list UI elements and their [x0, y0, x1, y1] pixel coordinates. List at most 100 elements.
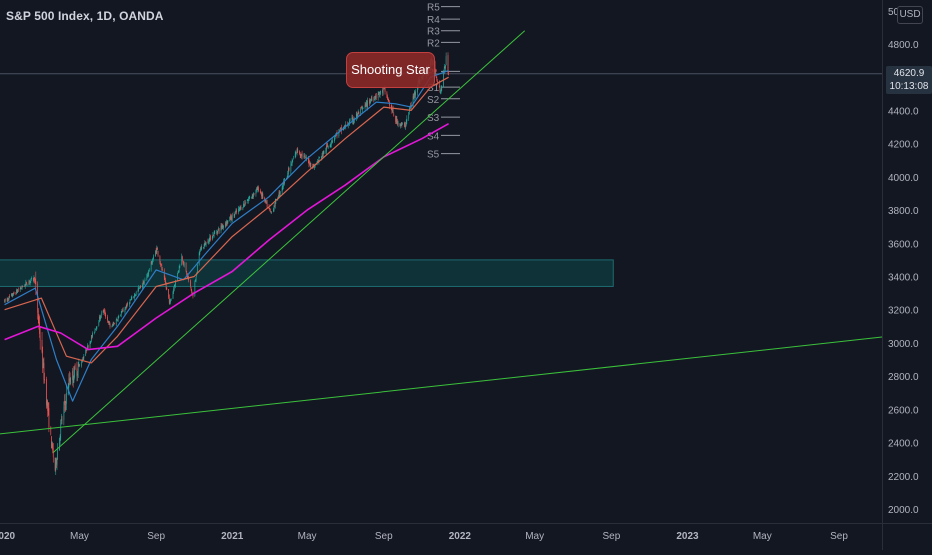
- candle-body: [12, 295, 14, 297]
- candle-body: [325, 150, 327, 152]
- candle-body: [144, 279, 146, 282]
- candle-body: [351, 117, 353, 120]
- candle-body: [60, 422, 62, 435]
- candle-body: [349, 120, 350, 125]
- pivot-label: R2: [427, 38, 440, 49]
- candle-body: [218, 229, 220, 232]
- candle-body: [69, 378, 71, 382]
- candle-body: [256, 188, 257, 191]
- candle-body: [415, 91, 416, 96]
- candle-body: [128, 304, 130, 305]
- candle-body: [138, 287, 140, 289]
- candle-body: [402, 123, 403, 125]
- x-tick-label: 2023: [676, 531, 699, 542]
- candle-body: [156, 247, 158, 252]
- candle-body: [341, 126, 342, 131]
- candle-body: [67, 389, 69, 395]
- candle-body: [61, 418, 62, 421]
- candle-body: [70, 382, 72, 383]
- y-tick-label: 2000.0: [888, 505, 919, 516]
- candle-body: [256, 188, 258, 191]
- candle-body: [127, 303, 128, 305]
- candle-body: [334, 135, 336, 137]
- candle-body: [238, 207, 240, 209]
- candle-body: [116, 319, 118, 321]
- candle-body: [317, 160, 319, 162]
- candle-body: [439, 87, 441, 93]
- candle-body: [98, 322, 100, 326]
- candle-body: [172, 291, 174, 299]
- candle-body: [203, 247, 204, 248]
- candle-body: [213, 235, 214, 236]
- candle-body: [345, 124, 347, 127]
- candle-body: [51, 442, 53, 448]
- candle-body: [142, 284, 143, 288]
- candle-body: [137, 289, 139, 293]
- candle-body: [380, 90, 382, 93]
- candle-body: [261, 193, 263, 197]
- candle-body: [377, 93, 379, 98]
- candle-body: [356, 113, 358, 117]
- candle-body: [326, 145, 328, 147]
- candle-body: [344, 125, 346, 127]
- candle-body: [37, 310, 39, 320]
- candle-body: [447, 55, 449, 73]
- candle-body: [107, 321, 109, 324]
- candle-body: [223, 225, 224, 228]
- candle-body: [114, 323, 115, 325]
- candle-body: [117, 317, 119, 322]
- support-zone: [0, 259, 614, 287]
- candle-body: [375, 96, 377, 98]
- candle-body: [177, 272, 179, 274]
- candle-body: [235, 212, 236, 215]
- candle-body: [299, 154, 301, 156]
- candle-body: [179, 265, 181, 267]
- candle-body: [240, 206, 242, 210]
- candle-body: [138, 287, 140, 290]
- candle-body: [291, 164, 292, 165]
- candle-body: [397, 121, 398, 125]
- candle-body: [253, 193, 254, 197]
- candle-body: [47, 400, 49, 411]
- candle-body: [11, 294, 12, 296]
- candle-body: [355, 113, 357, 119]
- candle-body: [100, 317, 102, 320]
- candle-body: [55, 458, 57, 469]
- candle-body: [190, 287, 192, 290]
- candle-body: [379, 93, 381, 95]
- candle-body: [401, 123, 403, 125]
- candle-body: [146, 275, 148, 281]
- candle-body: [217, 229, 219, 233]
- candles-group: [4, 52, 449, 475]
- candle-body: [273, 206, 275, 211]
- candle-body: [222, 225, 224, 228]
- candle-body: [169, 301, 171, 303]
- candle-body: [155, 250, 157, 253]
- candle-body: [251, 195, 253, 198]
- currency-button[interactable]: USD: [897, 6, 923, 24]
- candle-body: [83, 356, 85, 359]
- candle-body: [51, 436, 52, 449]
- x-tick-label: Sep: [602, 531, 620, 542]
- candle-body: [147, 274, 148, 277]
- candle-body: [374, 99, 375, 101]
- candle-body: [122, 310, 123, 312]
- candle-body: [365, 102, 367, 104]
- candle-body: [107, 316, 108, 321]
- candle-body: [15, 292, 17, 295]
- pivot-label: S4: [427, 131, 440, 142]
- candle-body: [405, 124, 406, 127]
- candle-body: [64, 401, 65, 406]
- candle-body: [248, 199, 249, 201]
- candle-body: [329, 145, 331, 148]
- candle-body: [331, 140, 333, 142]
- candle-body: [410, 105, 412, 106]
- shooting-star-annotation[interactable]: Shooting Star: [346, 52, 435, 88]
- candle-body: [264, 197, 266, 201]
- candle-body: [249, 197, 251, 198]
- candle-body: [198, 253, 200, 264]
- candle-body: [74, 367, 75, 378]
- candle-body: [306, 157, 307, 159]
